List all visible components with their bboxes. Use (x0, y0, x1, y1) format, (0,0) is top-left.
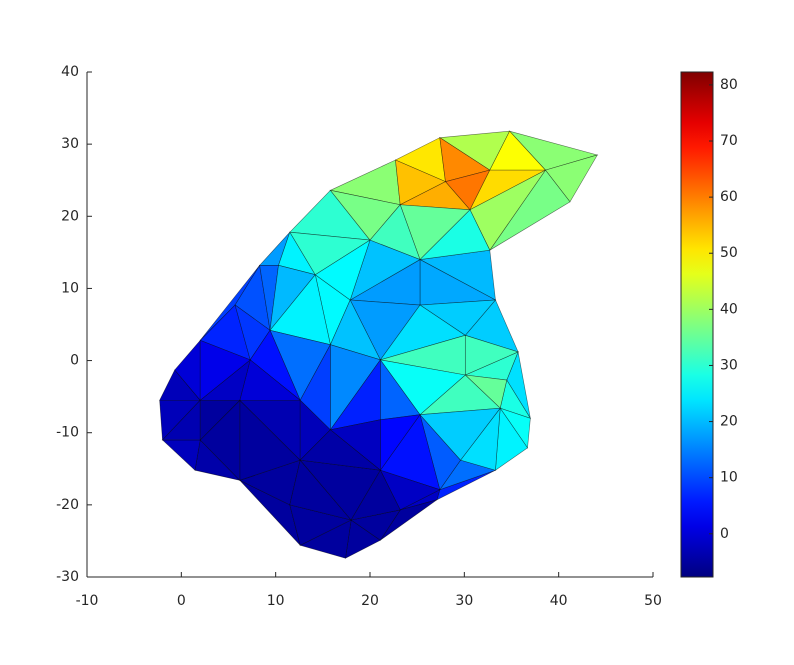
mesh (159, 130, 599, 559)
mesh-face (419, 407, 501, 461)
mesh-face (350, 469, 401, 521)
colorbar-tick-label: 40 (720, 301, 738, 317)
y-tick-label: 0 (70, 353, 79, 369)
x-tick-label: 0 (177, 593, 186, 609)
mesh-face (199, 339, 251, 401)
mesh-face (419, 209, 491, 260)
colorbar-tick-label: 70 (720, 133, 738, 149)
y-tick-label: -10 (56, 425, 79, 441)
y-tick-label: 40 (61, 64, 79, 80)
colorbar-tick-label: 30 (720, 357, 738, 373)
mesh-face (161, 439, 201, 471)
x-tick-label: 30 (455, 593, 473, 609)
mesh-face (299, 429, 382, 471)
colorbar-tick-label: 60 (720, 189, 738, 205)
mesh-face (199, 399, 241, 441)
y-tick-label: 30 (61, 136, 79, 152)
y-tick-label: -20 (56, 497, 79, 513)
colorbar-tick-label: 80 (720, 77, 738, 93)
y-tick-label: 10 (61, 280, 79, 296)
x-tick-label: 40 (550, 593, 568, 609)
mesh-face (314, 239, 371, 301)
x-tick-label: 20 (361, 593, 379, 609)
x-tick-label: 10 (267, 593, 285, 609)
y-tick-label: -30 (56, 569, 79, 585)
colorbar-tick-label: 10 (720, 470, 738, 486)
y-tick-label: 20 (61, 208, 79, 224)
colorbar (680, 71, 714, 578)
colorbar-tick-label: 50 (720, 245, 738, 261)
colorbar-tick-label: 20 (720, 414, 738, 430)
x-tick-label: 50 (644, 593, 662, 609)
colorbar-tick-label: 0 (720, 526, 729, 542)
x-tick-label: -10 (76, 593, 99, 609)
